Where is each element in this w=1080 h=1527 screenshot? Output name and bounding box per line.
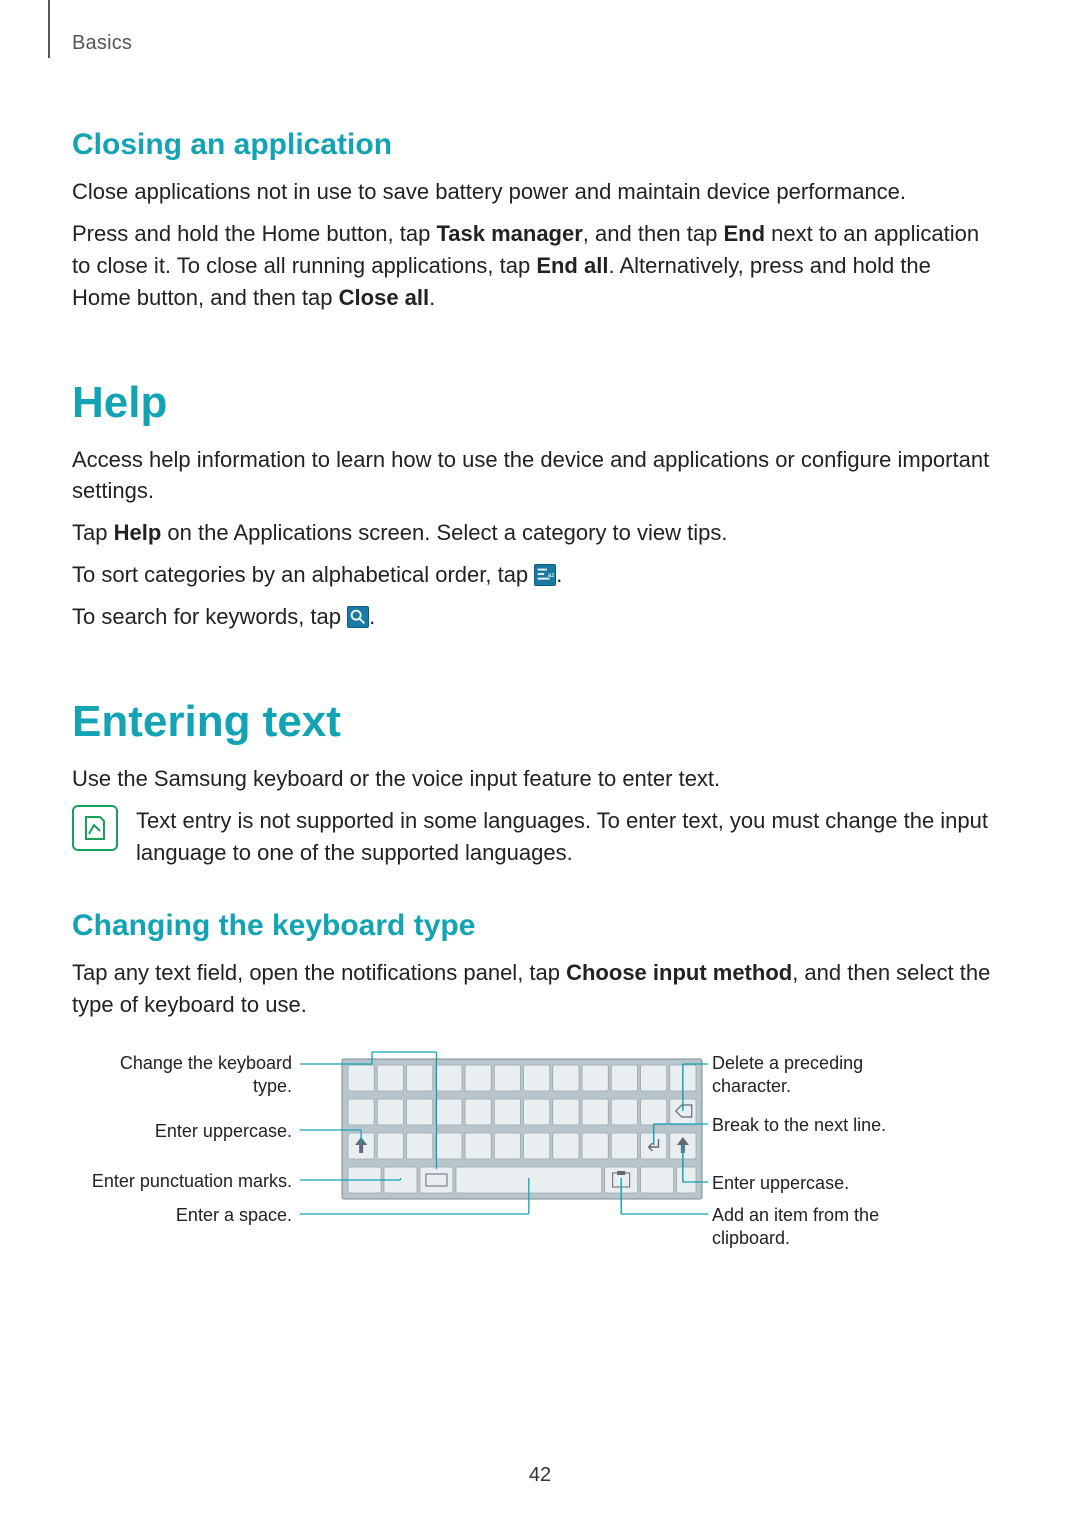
text: Delete a preceding <box>712 1053 863 1073</box>
closing-p1: Close applications not in use to save ba… <box>72 176 992 208</box>
changing-p1: Tap any text field, open the notificatio… <box>72 957 992 1021</box>
heading-entering-text: Entering text <box>72 697 992 747</box>
text: Enter a space. <box>176 1205 292 1225</box>
bold-close-all: Close all <box>339 285 429 310</box>
callout-change-keyboard-type: Change the keyboard type. <box>120 1052 292 1097</box>
sort-az-icon: az <box>534 564 556 586</box>
side-rule <box>48 0 50 58</box>
page-content: Closing an application Close application… <box>72 100 992 1274</box>
text: . <box>369 604 375 629</box>
heading-changing-keyboard: Changing the keyboard type <box>72 909 992 943</box>
text: Break to the next line. <box>712 1115 886 1135</box>
text: Enter punctuation marks. <box>92 1171 292 1191</box>
text: Enter uppercase. <box>712 1173 849 1193</box>
text: clipboard. <box>712 1228 790 1248</box>
callout-enter-space: Enter a space. <box>176 1204 292 1227</box>
help-p2: Tap Help on the Applications screen. Sel… <box>72 517 992 549</box>
callout-enter-uppercase-right: Enter uppercase. <box>712 1172 849 1195</box>
search-icon <box>347 606 369 628</box>
keyboard-diagram: Change the keyboard type. Enter uppercas… <box>72 1034 992 1274</box>
text: Tap <box>72 520 114 545</box>
callout-enter-punctuation: Enter punctuation marks. <box>92 1170 292 1193</box>
entering-p1: Use the Samsung keyboard or the voice in… <box>72 763 992 795</box>
text: To sort categories by an alphabetical or… <box>72 562 534 587</box>
help-p4: To search for keywords, tap . <box>72 601 992 633</box>
note-row: Text entry is not supported in some lang… <box>72 805 992 869</box>
text: . <box>429 285 435 310</box>
bold-task-manager: Task manager <box>436 221 582 246</box>
bold-end: End <box>723 221 765 246</box>
text: on the Applications screen. Select a cat… <box>161 520 727 545</box>
breadcrumb: Basics <box>72 32 132 55</box>
text: Add an item from the <box>712 1205 879 1225</box>
text: Press and hold the Home button, tap <box>72 221 436 246</box>
callout-break-line: Break to the next line. <box>712 1114 886 1137</box>
text: character. <box>712 1076 791 1096</box>
text: , and then tap <box>583 221 724 246</box>
text: Change the keyboard <box>120 1053 292 1073</box>
bold-choose-input: Choose input method <box>566 960 792 985</box>
text: Enter uppercase. <box>155 1121 292 1141</box>
note-icon <box>72 805 118 851</box>
heading-help: Help <box>72 378 992 428</box>
text: Tap any text field, open the notificatio… <box>72 960 566 985</box>
callout-enter-uppercase-left: Enter uppercase. <box>155 1120 292 1143</box>
text: . <box>556 562 562 587</box>
text: type. <box>253 1076 292 1096</box>
help-p3: To sort categories by an alphabetical or… <box>72 559 992 591</box>
callout-delete-char: Delete a preceding character. <box>712 1052 863 1097</box>
bold-help: Help <box>114 520 162 545</box>
text: To search for keywords, tap <box>72 604 347 629</box>
help-p1: Access help information to learn how to … <box>72 444 992 508</box>
svg-text:az: az <box>548 572 555 579</box>
note-text: Text entry is not supported in some lang… <box>136 805 992 869</box>
closing-p2: Press and hold the Home button, tap Task… <box>72 218 992 314</box>
bold-end-all: End all <box>536 253 608 278</box>
page-number: 42 <box>0 1464 1080 1487</box>
heading-closing-app: Closing an application <box>72 128 992 162</box>
callout-clipboard: Add an item from the clipboard. <box>712 1204 879 1249</box>
